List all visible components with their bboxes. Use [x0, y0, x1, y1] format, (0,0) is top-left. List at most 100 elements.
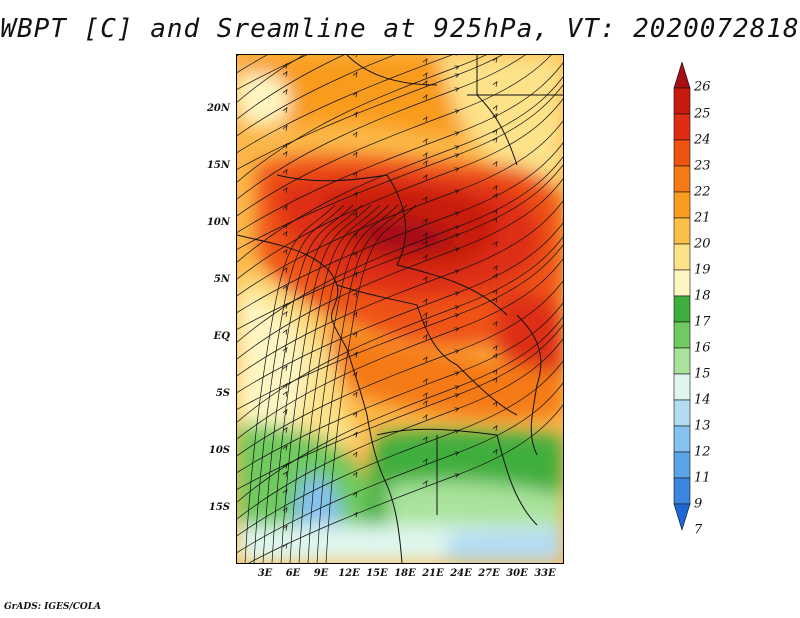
streamline-arrow [282, 62, 288, 69]
streamline [237, 84, 563, 250]
streamline-arrow [352, 351, 358, 358]
streamline-arrow [422, 196, 428, 203]
streamline-arrow [492, 400, 498, 407]
streamline [237, 120, 563, 297]
streamline-arrow [422, 116, 428, 123]
colorbar-swatch [673, 451, 691, 479]
streamline-arrow [492, 80, 498, 87]
streamline-arrow [422, 240, 428, 247]
streamline [237, 55, 345, 120]
colorbar-label: 24 [694, 132, 711, 148]
streamline-arrow [492, 320, 498, 327]
streamline [307, 204, 399, 563]
streamline [280, 204, 372, 563]
streamline-arrow [352, 251, 358, 258]
x-tick-label: 27E [478, 568, 500, 579]
streamline-arrow [282, 302, 288, 309]
streamline-arrow [422, 414, 428, 421]
streamline-arrow [492, 264, 498, 271]
streamline-arrow [352, 431, 358, 438]
streamline-arrow [422, 458, 428, 465]
y-tick-label: 10N [206, 217, 230, 228]
streamline-arrow [492, 240, 498, 247]
colorbar-swatch [673, 373, 691, 401]
streamline-arrow [282, 310, 288, 317]
streamline-arrow [282, 204, 288, 211]
streamline-arrow [492, 288, 498, 295]
streamline [316, 204, 408, 563]
streamline-arrow [422, 94, 428, 101]
y-tick-label: EQ [213, 331, 230, 342]
streamline-arrow [352, 55, 357, 58]
streamline-arrow [352, 491, 358, 498]
streamline-arrow [282, 248, 288, 255]
streamline [237, 55, 503, 170]
streamline [237, 244, 563, 410]
streamline-arrow [422, 174, 428, 181]
streamline-arrow [352, 191, 358, 198]
colorbar-swatch [673, 321, 691, 349]
colorbar-label: 12 [694, 444, 711, 460]
streamline-arrow [492, 272, 498, 279]
streamline-arrow [492, 208, 498, 215]
x-tick-label: 24E [450, 568, 472, 579]
streamline-arrow [282, 168, 288, 175]
streamline [237, 55, 526, 200]
streamline-arrow [282, 346, 288, 353]
streamline-arrow [492, 160, 498, 167]
streamline-arrow [422, 218, 428, 225]
y-tick-label: 15S [208, 502, 230, 513]
streamline-arrow [282, 186, 288, 193]
streamline-arrow [422, 320, 428, 327]
colorbar-label: 22 [694, 184, 711, 200]
streamline-arrow [282, 106, 288, 113]
streamline-arrow [422, 232, 428, 239]
streamline-arrow [422, 480, 428, 487]
streamline-arrow [282, 444, 288, 451]
y-tick-label: 15N [206, 160, 230, 171]
colorbar-label: 25 [694, 106, 711, 122]
streamline-arrow [282, 426, 288, 433]
colorbar-swatch [673, 87, 691, 115]
streamline [244, 204, 336, 563]
x-tick-label: 6E [285, 568, 301, 579]
colorbar-label: 19 [694, 262, 711, 278]
y-tick-label: 10S [208, 445, 230, 456]
streamline [237, 360, 563, 537]
streamline-arrow [492, 448, 498, 455]
streamline [253, 204, 345, 563]
streamline-arrow [282, 390, 288, 397]
colorbar [673, 62, 691, 532]
x-tick-label: 21E [422, 568, 444, 579]
streamline-arrow [352, 511, 358, 518]
streamline [248, 404, 563, 563]
chart-title: WBPT [C] and Sreamline at 925hPa, VT: 20… [0, 14, 800, 44]
x-tick-label: 9E [313, 568, 329, 579]
streamline-arrow [282, 266, 288, 273]
streamline-arrow [282, 284, 288, 291]
x-tick-label: 3E [257, 568, 273, 579]
streamline [237, 55, 552, 217]
streamline [237, 280, 563, 457]
streamline-arrow [352, 271, 358, 278]
streamline [237, 258, 563, 440]
streamline-arrow [492, 192, 498, 199]
credit-text: GrADS: IGES/COLA [4, 602, 102, 612]
streamline-arrow [422, 72, 428, 79]
colorbar-label: 13 [694, 418, 711, 434]
streamline-arrow [352, 71, 358, 78]
streamline-arrow [422, 138, 428, 145]
streamline-arrow [352, 111, 358, 118]
streamline-arrow [422, 254, 428, 261]
streamline [289, 204, 381, 563]
streamline-arrow [282, 88, 288, 95]
streamline [237, 302, 563, 474]
streamline [237, 55, 396, 137]
streamline-arrow [282, 142, 288, 149]
y-tick-label: 20N [206, 103, 230, 114]
streamline-arrow [422, 152, 428, 159]
x-tick-label: 30E [506, 568, 528, 579]
y-tick-label: 5S [215, 388, 230, 399]
colorbar-swatch [673, 243, 691, 271]
streamline-arrow [422, 276, 428, 283]
